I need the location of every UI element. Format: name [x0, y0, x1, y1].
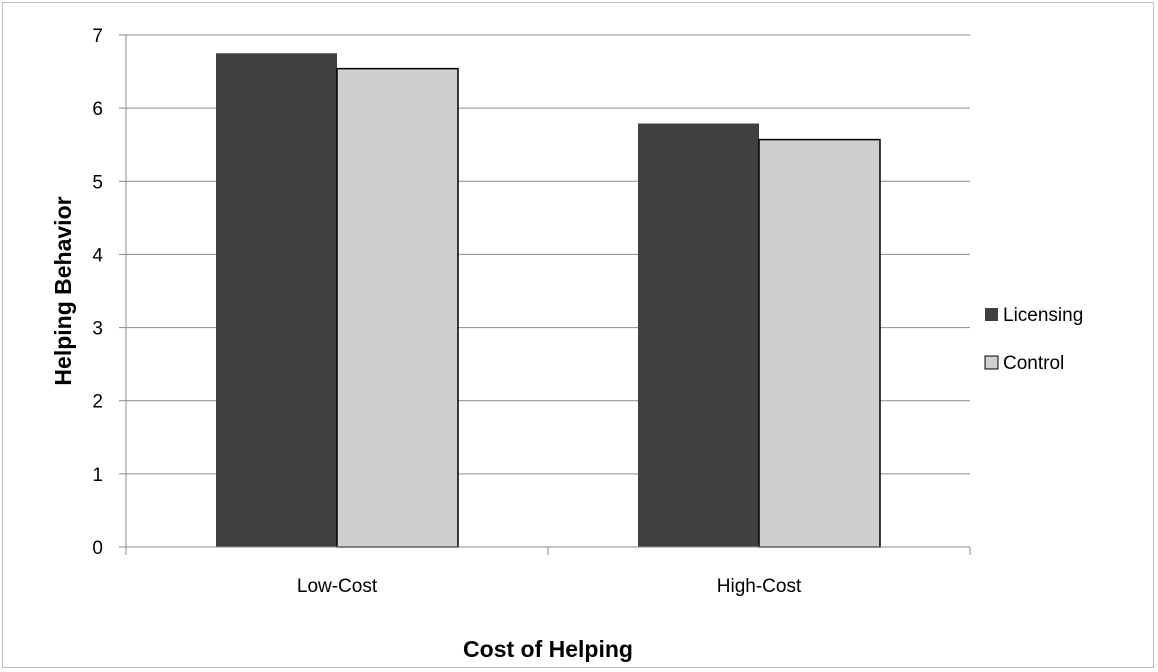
axes — [119, 34, 971, 555]
x-tick-labels: Low-Cost High-Cost — [297, 576, 802, 597]
bar-licensing-low-cost — [216, 53, 337, 548]
x-tick-label: High-Cost — [717, 576, 802, 597]
y-tick-label: 1 — [92, 465, 103, 486]
y-tick-labels: 0 1 2 3 4 5 6 7 — [92, 26, 103, 559]
y-tick-label: 2 — [92, 392, 103, 413]
bar-control-high-cost — [758, 138, 881, 548]
legend: Licensing Control — [984, 305, 1083, 374]
legend-label-licensing: Licensing — [1003, 305, 1083, 326]
y-tick-label: 4 — [92, 245, 103, 266]
y-tick-label: 3 — [92, 319, 103, 340]
y-axis-title: Helping Behavior — [50, 196, 76, 385]
x-axis-title: Cost of Helping — [463, 636, 633, 662]
y-tick-label: 0 — [92, 538, 103, 559]
legend-label-control: Control — [1003, 353, 1064, 374]
bar-control-low-cost — [336, 67, 459, 548]
bar-licensing-high-cost — [638, 123, 759, 547]
y-tick-label: 7 — [92, 26, 103, 47]
legend-swatch-control — [984, 355, 999, 370]
x-tick-label: Low-Cost — [297, 576, 378, 597]
legend-swatch-licensing — [985, 308, 998, 321]
y-tick-label: 6 — [92, 99, 103, 120]
y-tick-label: 5 — [92, 172, 103, 193]
bars — [216, 53, 881, 548]
